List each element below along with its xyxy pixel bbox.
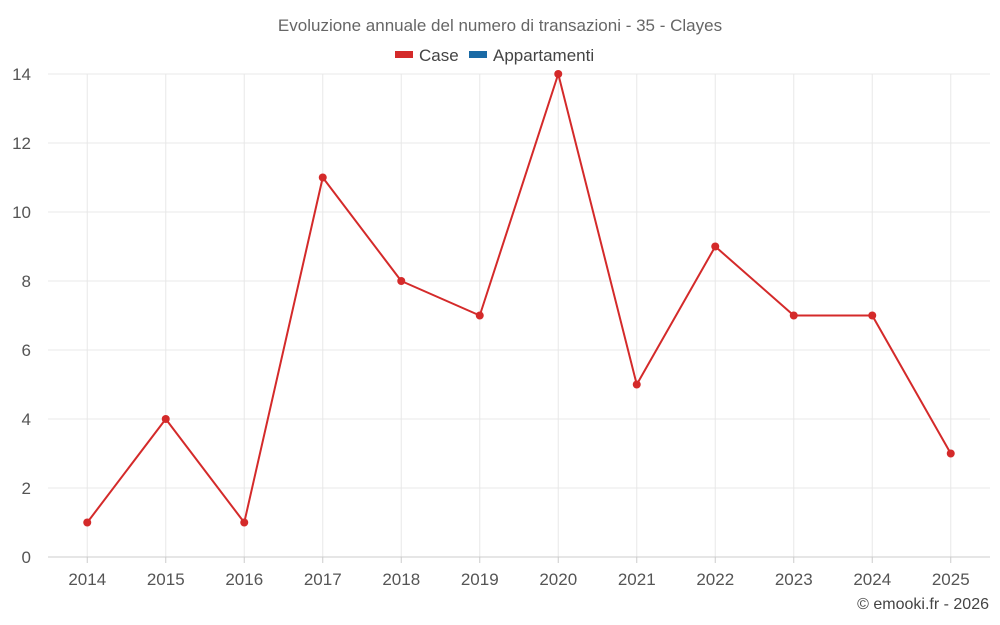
x-tick-label: 2017 <box>304 570 342 589</box>
data-point[interactable] <box>240 518 249 527</box>
y-tick-label: 6 <box>22 341 31 360</box>
x-tick-label: 2014 <box>68 570 106 589</box>
data-point[interactable] <box>397 277 406 285</box>
legend-swatch-case <box>395 51 413 58</box>
data-point[interactable] <box>946 449 955 458</box>
data-point[interactable] <box>475 311 484 320</box>
y-tick-label: 0 <box>22 548 31 567</box>
legend-swatch-appartamenti <box>469 51 487 58</box>
data-point[interactable] <box>554 70 563 78</box>
x-tick-label: 2024 <box>853 570 891 589</box>
data-point[interactable] <box>789 311 798 320</box>
legend-item-appartamenti[interactable]: Appartamenti <box>469 46 594 65</box>
y-tick-label: 14 <box>12 65 31 84</box>
data-point[interactable] <box>632 380 641 389</box>
x-tick-label: 2022 <box>696 570 734 589</box>
legend[interactable]: Case Appartamenti <box>395 46 594 65</box>
x-tick-label: 2019 <box>461 570 499 589</box>
y-tick-label: 8 <box>22 272 31 291</box>
legend-item-case[interactable]: Case <box>395 46 459 65</box>
x-tick-label: 2018 <box>382 570 420 589</box>
x-tick-label: 2020 <box>539 570 577 589</box>
axes: 0 2 4 6 8 10 12 14 2014 2015 2016 2017 2018 2019 2020 2… <box>12 65 990 589</box>
x-tick-label: 2023 <box>775 570 813 589</box>
x-tick-label: 2016 <box>225 570 263 589</box>
data-point[interactable] <box>711 242 720 251</box>
series-line-case <box>86 73 952 524</box>
legend-label-appartamenti: Appartamenti <box>493 46 594 65</box>
chart-title: Evoluzione annuale del numero di transaz… <box>278 16 722 35</box>
y-tick-label: 12 <box>12 134 31 153</box>
x-tick-label: 2015 <box>147 570 185 589</box>
y-tick-label: 4 <box>22 410 31 429</box>
data-point[interactable] <box>318 173 327 182</box>
x-tick-label: 2025 <box>932 570 970 589</box>
y-tick-label: 2 <box>22 479 31 498</box>
data-point[interactable] <box>868 311 877 320</box>
legend-label-case: Case <box>419 46 459 65</box>
series-layer <box>83 70 955 527</box>
x-tick-label: 2021 <box>618 570 656 589</box>
data-point[interactable] <box>161 415 170 423</box>
credit-text: © emooki.fr - 2026 <box>857 596 989 613</box>
data-point[interactable] <box>83 518 92 527</box>
y-tick-label: 10 <box>12 203 31 222</box>
